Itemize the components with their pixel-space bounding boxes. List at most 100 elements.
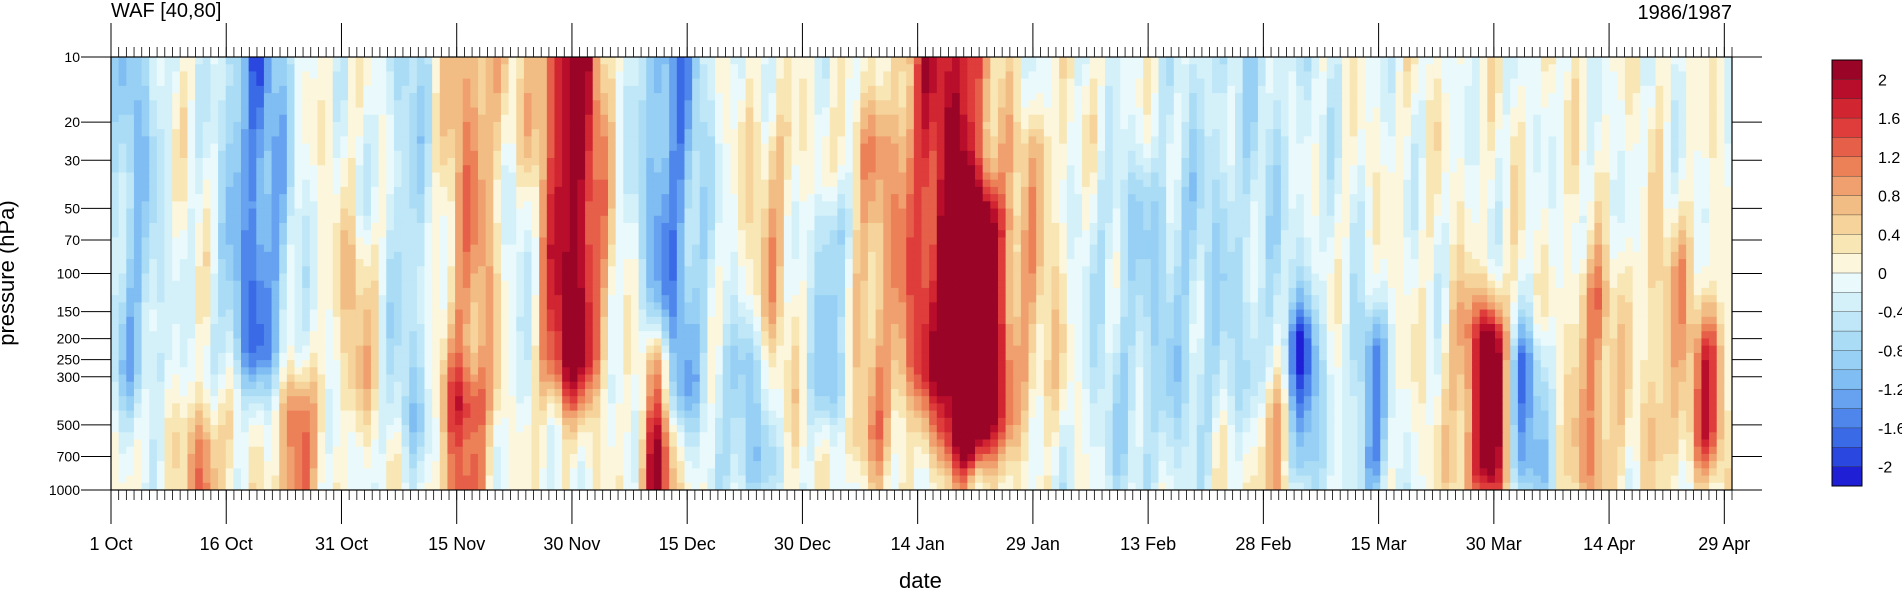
heatmap-cell [309,129,319,137]
heatmap-cell [1571,172,1580,181]
heatmap-cell [1257,172,1267,181]
heatmap-cell [883,136,892,145]
heatmap-cell [1709,201,1718,210]
heatmap-cell [760,150,770,159]
heatmap-cell [1112,172,1121,181]
heatmap-cell [1319,172,1328,181]
heatmap-cell [1089,201,1098,210]
heatmap-cell [952,129,961,137]
heatmap-cell [1456,186,1465,195]
heatmap-cell [592,150,601,159]
heatmap-cell [233,201,242,210]
heatmap-cell [195,179,204,188]
heatmap-cell [1693,93,1703,101]
heatmap-cell [409,165,418,174]
heatmap-cell [1632,64,1641,73]
heatmap-cell [1036,172,1045,181]
heatmap-cell [508,150,517,159]
heatmap-cell [256,100,265,109]
heatmap-cell [1472,93,1481,101]
heatmap-cell [1678,114,1687,123]
heatmap-cell [111,93,120,101]
heatmap-cell [1586,114,1595,123]
heatmap-cell [1433,100,1443,109]
heatmap-cell [737,215,747,224]
heatmap-cell [1693,172,1703,181]
heatmap-cell [164,85,173,94]
heatmap-cell [355,129,364,137]
heatmap-cell [401,172,410,181]
heatmap-cell [1181,165,1190,174]
heatmap-cell [416,158,426,166]
heatmap-cell [829,114,838,123]
heatmap-cell [1579,150,1588,159]
heatmap-cell [1617,114,1626,123]
heatmap-cell [1020,85,1030,94]
heatmap-cell [1579,201,1588,210]
heatmap-cell [577,57,586,65]
heatmap-cell [753,201,762,210]
heatmap-cell [791,143,800,152]
heatmap-cell [348,208,357,217]
heatmap-cell [1196,114,1206,123]
heatmap-cell [1655,165,1664,174]
heatmap-cell [1663,100,1672,109]
heatmap-cell [791,158,800,166]
heatmap-cell [959,57,968,65]
heatmap-cell [370,201,380,210]
heatmap-cell [1426,179,1435,188]
heatmap-cell [156,64,166,73]
heatmap-cell [669,85,678,94]
heatmap-cell [263,71,273,80]
heatmap-cell [1013,121,1022,130]
heatmap-cell [1150,215,1160,224]
heatmap-cell [439,57,449,65]
heatmap-cell [737,194,747,202]
heatmap-cell [500,143,510,152]
heatmap-cell [646,129,655,137]
heatmap-cell [1288,114,1297,123]
heatmap-cell [233,150,242,159]
heatmap-cell [1311,215,1320,224]
heatmap-cell [195,201,204,210]
heatmap-cell [432,215,441,224]
heatmap-cell [585,78,594,87]
heatmap-cell [172,121,181,130]
heatmap-cell [1716,143,1725,152]
heatmap-cell [737,85,747,94]
heatmap-cell [1540,158,1550,166]
heatmap-cell [577,107,586,116]
heatmap-cell [1525,71,1534,80]
heatmap-cell [539,114,548,123]
heatmap-cell [1663,93,1672,101]
heatmap-cell [1602,57,1611,65]
heatmap-cell [1372,114,1381,123]
heatmap-cell [164,165,173,174]
heatmap-cell [539,93,548,101]
heatmap-cell [271,100,280,109]
heatmap-cell [1502,208,1511,217]
heatmap-cell [462,129,471,137]
heatmap-cell [554,71,563,80]
heatmap-cell [1273,93,1282,101]
heatmap-cell [531,78,540,87]
heatmap-cell [240,215,250,224]
heatmap-cell [478,121,487,130]
heatmap-cell [485,158,494,166]
heatmap-cell [1456,143,1465,152]
heatmap-cell [1563,136,1573,145]
heatmap-cell [967,158,976,166]
heatmap-cell [661,78,670,87]
heatmap-cell [1181,208,1190,217]
heatmap-cell [554,150,563,159]
heatmap-cell [317,71,326,80]
heatmap-cell [1395,71,1404,80]
heatmap-cell [1242,85,1251,94]
heatmap-cell [1556,64,1565,73]
heatmap-cell [1716,114,1725,123]
heatmap-cell [653,78,663,87]
heatmap-cell [806,78,816,87]
heatmap-cell [1319,194,1328,202]
heatmap-cell [1257,215,1267,224]
